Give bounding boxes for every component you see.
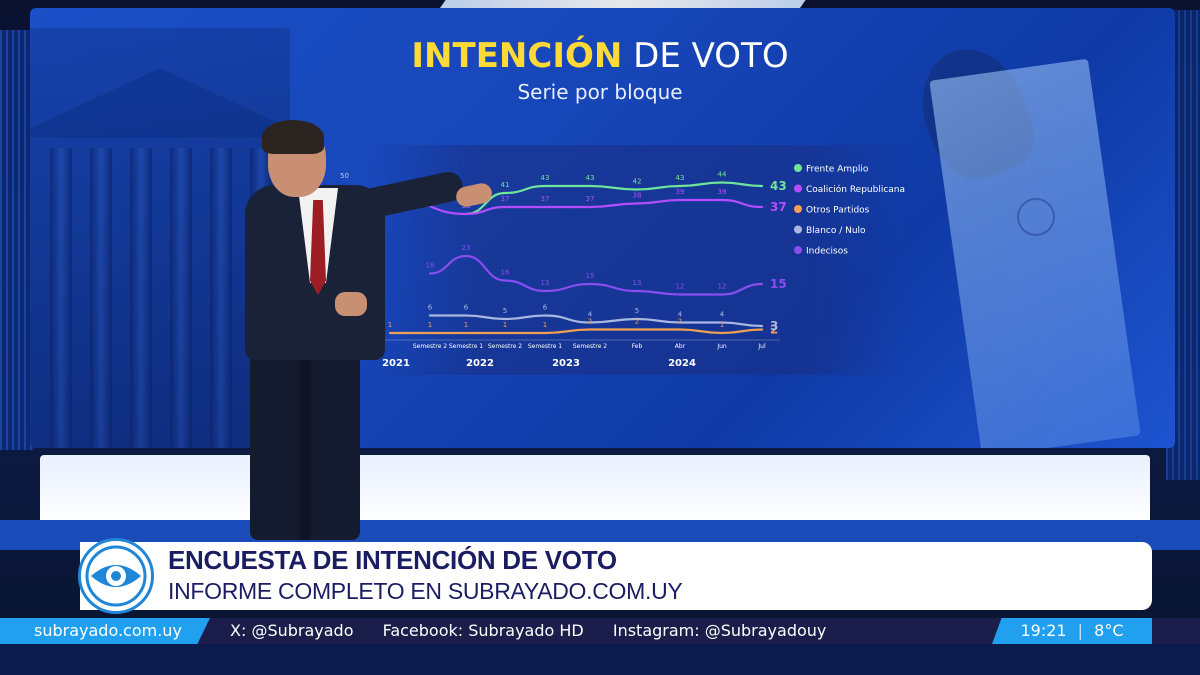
ticker-item-facebook: Facebook: Subrayado HD <box>382 621 584 640</box>
presenter-legs <box>250 340 360 540</box>
building-column <box>130 148 152 448</box>
chart-title: INTENCIÓN DE VOTO <box>0 36 1200 76</box>
bottom-strip <box>0 644 1200 675</box>
title-rest: DE VOTO <box>622 36 789 76</box>
temperature: 8°C <box>1094 621 1124 640</box>
channel-logo-icon <box>78 538 154 614</box>
chart-subtitle: Serie por bloque <box>517 80 683 104</box>
ticker-items: X: @Subrayado Facebook: Subrayado HD Ins… <box>230 618 850 644</box>
presenter-hair <box>262 120 324 154</box>
clock-divider: | <box>1077 621 1084 640</box>
building-column <box>90 148 112 448</box>
ticker-clock: 19:21 | 8°C <box>992 618 1152 644</box>
clock-time: 19:21 <box>1020 621 1067 640</box>
parliament-building-image <box>30 28 310 448</box>
building-column <box>210 148 232 448</box>
ballot-envelope-image <box>929 58 1141 448</box>
presenter-tie <box>310 200 326 295</box>
envelope-seal <box>1017 198 1055 236</box>
ticker-site: subrayado.com.uy <box>0 618 210 644</box>
ticker-item-instagram: Instagram: @Subrayadouy <box>612 621 827 640</box>
video-wall <box>30 8 1175 448</box>
lower-third-subtitle: INFORME COMPLETO EN SUBRAYADO.COM.UY <box>168 578 683 604</box>
lower-third-bar <box>80 542 1152 610</box>
lower-third-title: ENCUESTA DE INTENCIÓN DE VOTO <box>168 545 617 575</box>
title-highlight: INTENCIÓN <box>411 36 623 76</box>
ticker-item-x: X: @Subrayado <box>230 621 354 640</box>
building-column <box>50 148 72 448</box>
studio-desk <box>40 455 1150 525</box>
presenter-hand <box>335 292 367 316</box>
eye-logo-icon <box>85 545 147 607</box>
led-wall-left <box>0 30 34 450</box>
building-column <box>170 148 192 448</box>
